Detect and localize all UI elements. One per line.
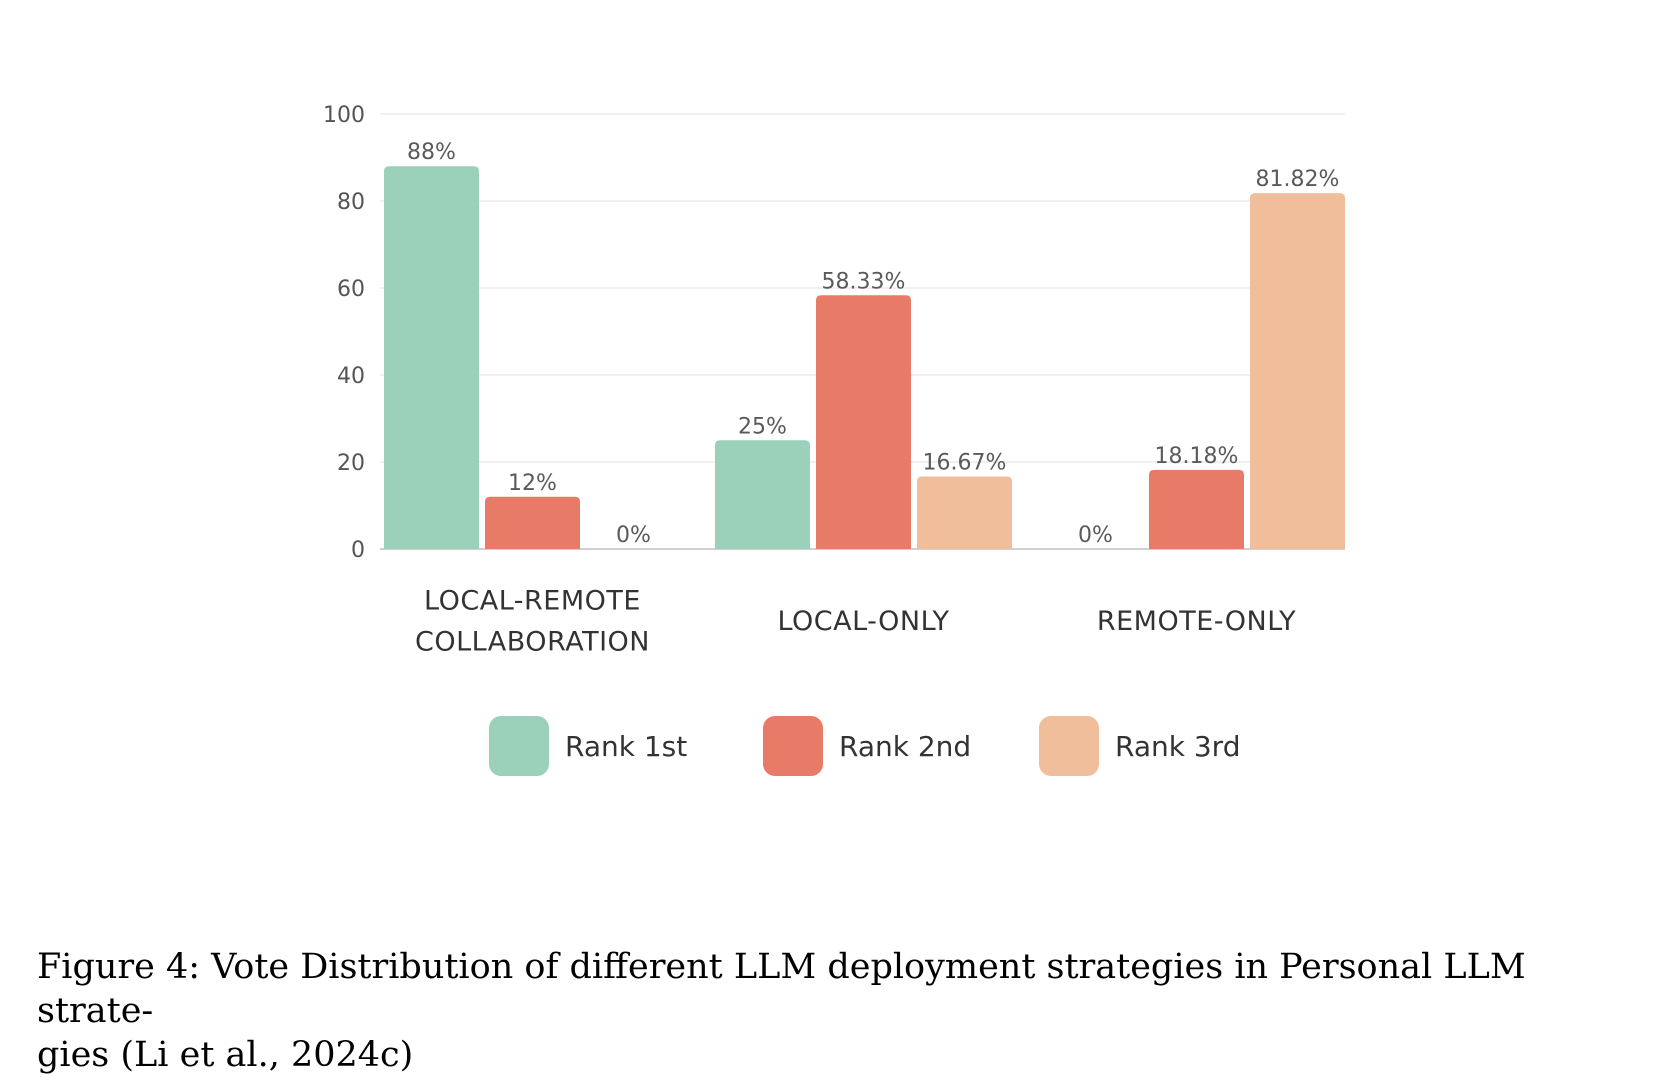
legend-swatch-rank-1st (489, 716, 549, 776)
category-labels: LOCAL-REMOTE COLLABORATION LOCAL-ONLY REMOT… (415, 586, 1296, 658)
bar-rank-2nd-cat-0 (485, 496, 580, 549)
y-tick-label: 0 (351, 538, 365, 563)
bar-value-label: 0% (1078, 523, 1113, 548)
bar-value-label: 12% (508, 471, 557, 496)
legend-label-rank-3rd: Rank 3rd (1115, 730, 1240, 763)
category-label: REMOTE-ONLY (1097, 606, 1296, 637)
legend: Rank 1st Rank 2nd Rank 3rd (489, 716, 1240, 776)
category-label: LOCAL-ONLY (777, 606, 949, 637)
bar-value-label: 88% (407, 140, 456, 165)
bar-rank-2nd-cat-2 (1149, 469, 1244, 549)
caption-line-2: gies (Li et al., 2024c) (37, 1035, 414, 1075)
bar-rank-3rd-cat-2 (1250, 193, 1345, 549)
bar-value-label: 18.18% (1155, 444, 1239, 469)
bar-value-labels: 88% 25% 0% 12% 58.33% 18.18% 0% 16.67% 81.82% (407, 140, 1339, 548)
bar-chart: 0 20 40 60 80 100 88% 25% 0% 12% 58.33% 18.18% 0% 16… (323, 103, 1345, 776)
y-tick-label: 80 (337, 190, 365, 215)
bar-rank-1st-cat-0 (384, 166, 479, 549)
y-tick-label: 100 (323, 103, 365, 128)
y-tick-label: 60 (337, 277, 365, 302)
y-tick-label: 40 (337, 364, 365, 389)
legend-swatch-rank-2nd (763, 716, 823, 776)
bars (384, 166, 1345, 549)
caption-line-1: Figure 4: Vote Distribution of different… (37, 947, 1526, 1031)
bar-value-label: 0% (616, 523, 651, 548)
bar-value-label: 81.82% (1256, 167, 1340, 192)
bar-rank-1st-cat-1 (715, 440, 810, 549)
y-axis-ticks: 0 20 40 60 80 100 (323, 103, 365, 563)
legend-label-rank-2nd: Rank 2nd (839, 730, 971, 763)
bar-rank-3rd-cat-1 (917, 476, 1012, 549)
legend-swatch-rank-3rd (1039, 716, 1099, 776)
bar-value-label: 25% (738, 414, 787, 439)
category-label: LOCAL-REMOTE (424, 586, 641, 617)
figure-caption: Figure 4: Vote Distribution of different… (37, 945, 1637, 1077)
bar-rank-2nd-cat-1 (816, 295, 911, 549)
legend-label-rank-1st: Rank 1st (565, 730, 687, 763)
bar-value-label: 16.67% (923, 450, 1007, 475)
category-label: COLLABORATION (415, 627, 650, 658)
y-tick-label: 20 (337, 451, 365, 476)
bar-value-label: 58.33% (822, 269, 906, 294)
